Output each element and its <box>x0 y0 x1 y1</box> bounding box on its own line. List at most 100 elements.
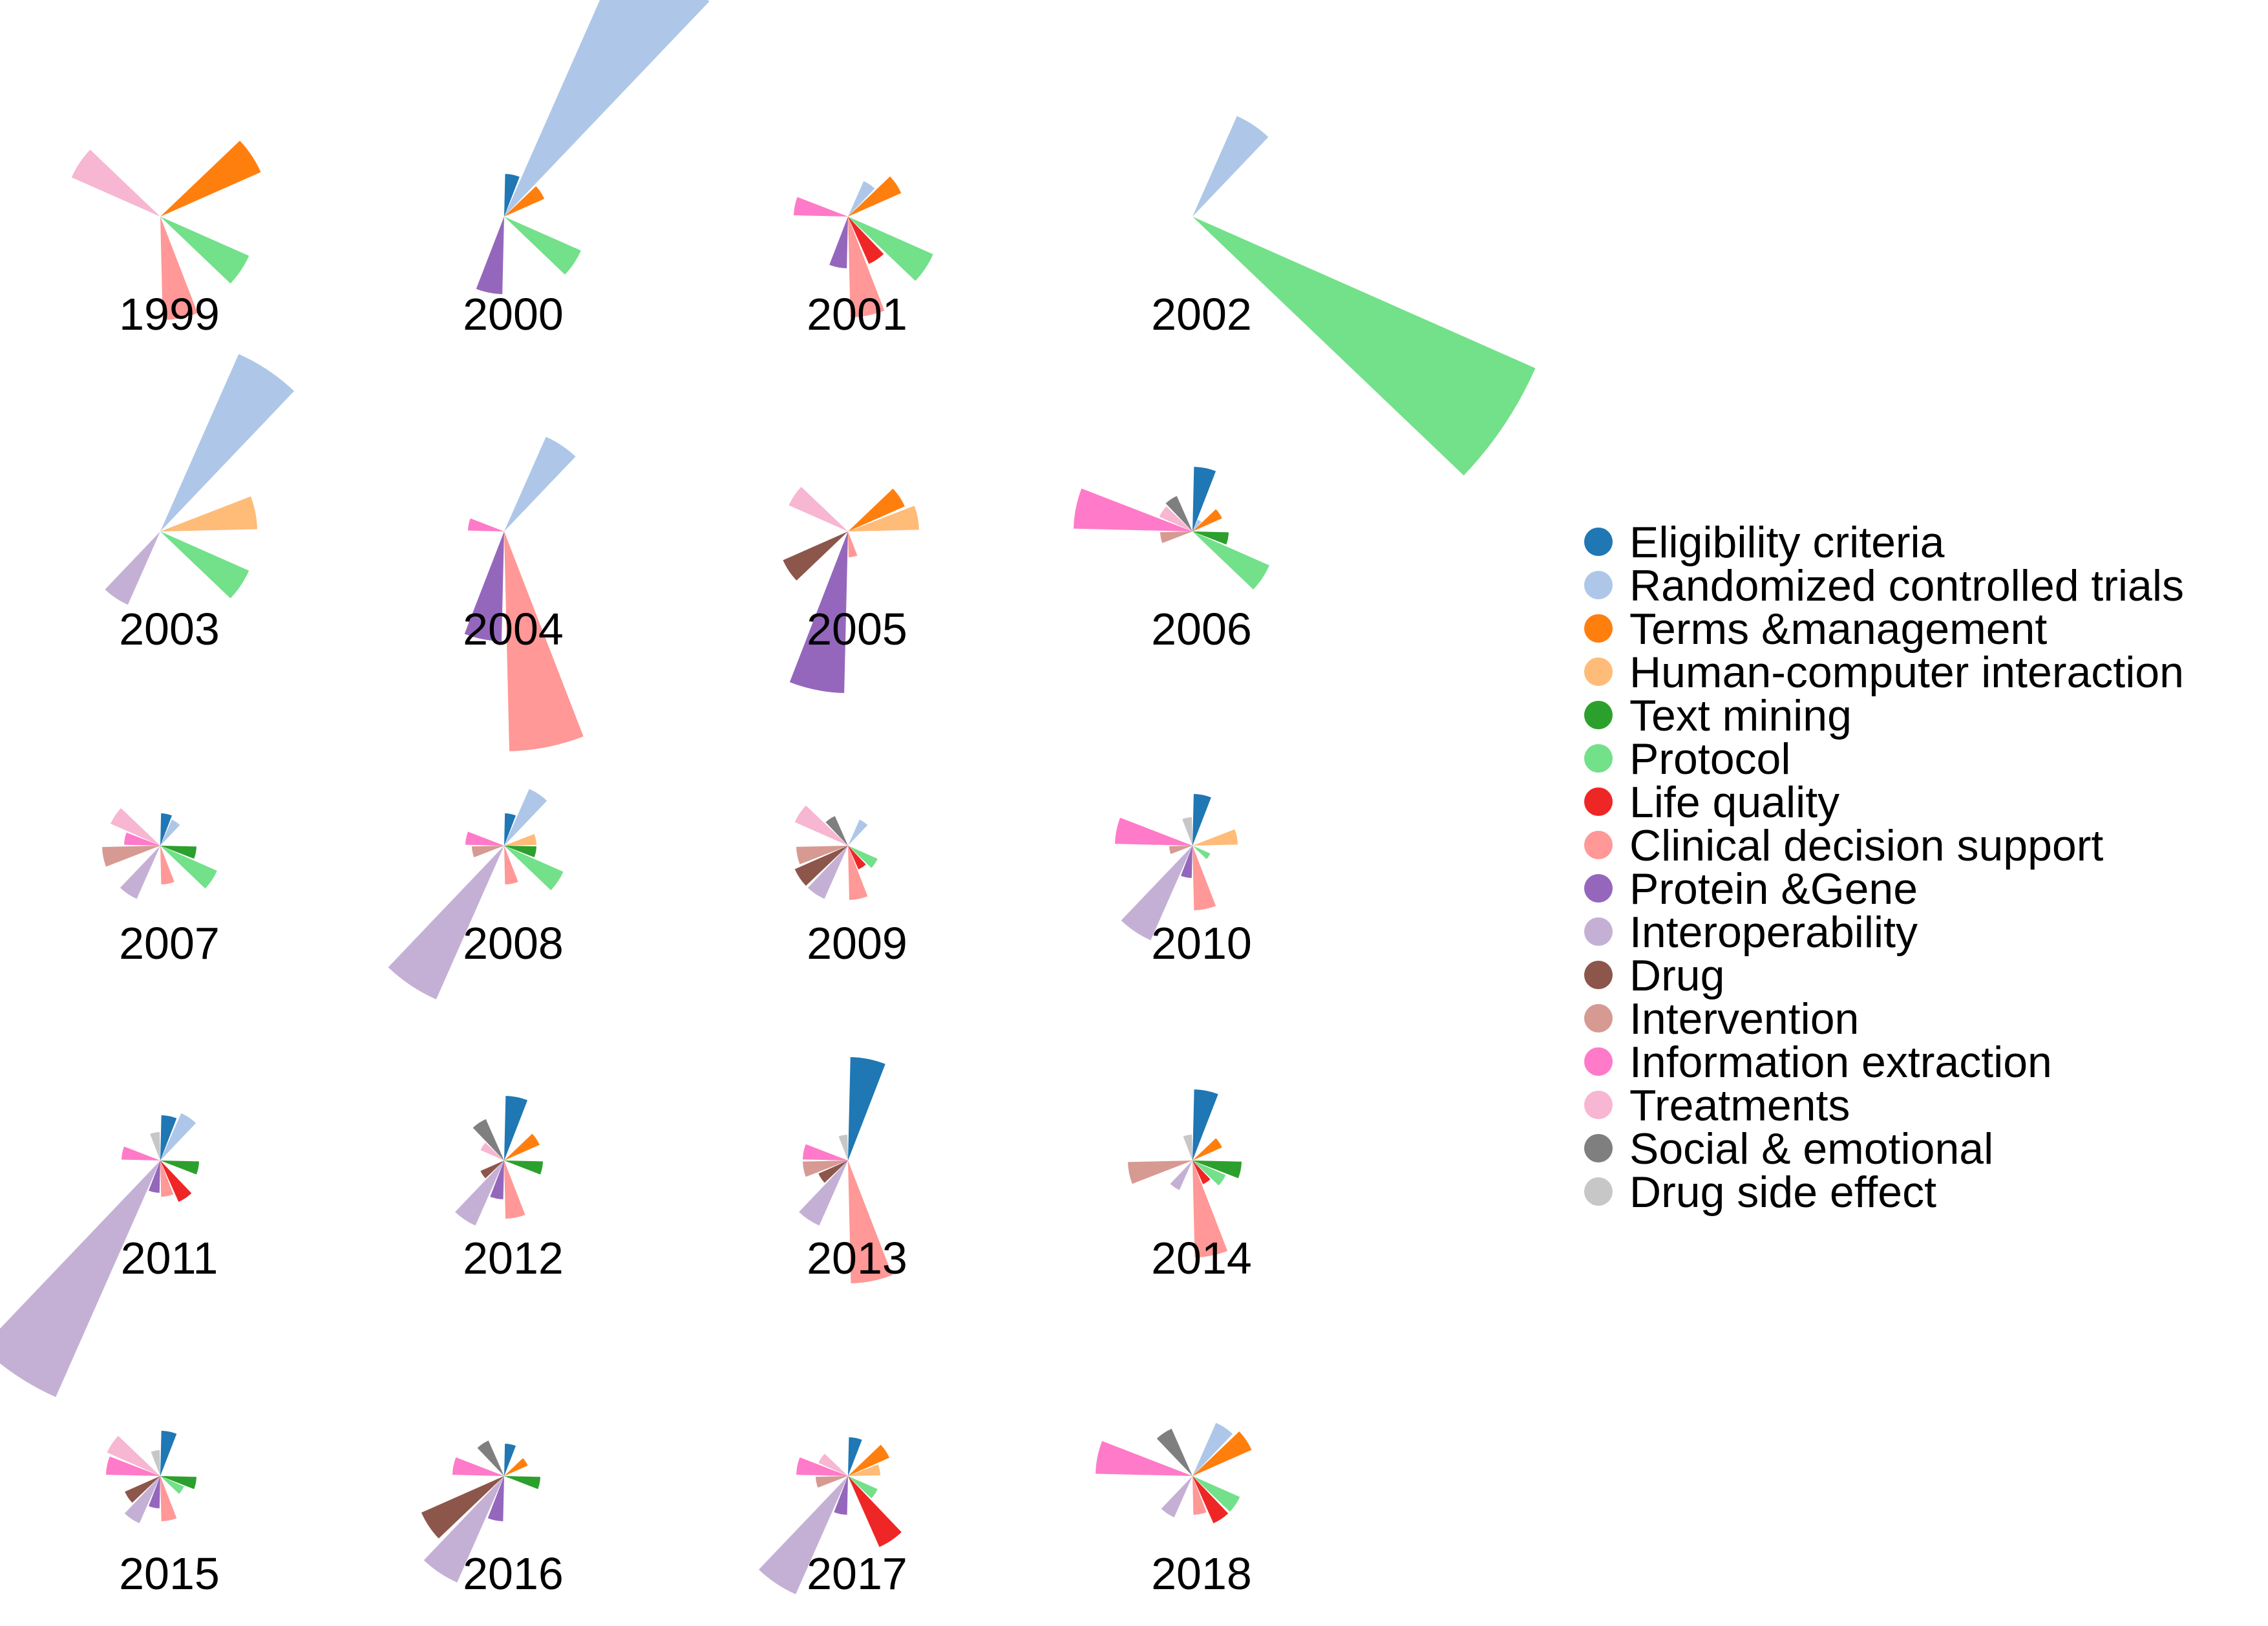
petal-2012-text-mining <box>504 1161 543 1175</box>
legend-label-drug: Drug <box>1629 951 1724 1000</box>
year-label-2011: 2011 <box>121 1233 218 1283</box>
rose-2011: 2011 <box>0 1113 218 1397</box>
petal-2003-interoperability <box>105 531 160 605</box>
petal-2015-text-mining <box>160 1476 196 1490</box>
petal-2010-human-computer-interaction <box>1192 829 1238 846</box>
petal-2001-clinical-decision-support <box>848 217 885 317</box>
petal-2013-eligibility-criteria <box>848 1057 885 1161</box>
petal-2005-clinical-decision-support <box>848 531 858 557</box>
legend-swatch-life-quality <box>1584 787 1613 816</box>
petal-2018-protocol <box>1192 1476 1240 1512</box>
year-label-1999: 1999 <box>119 289 220 339</box>
legend-swatch-drug <box>1584 961 1613 989</box>
rose-2003: 2003 <box>105 354 295 654</box>
petal-2010-drug-side-effect <box>1182 817 1192 846</box>
legend-item-human-computer-interaction: Human-computer interaction <box>1584 648 2184 697</box>
legend-swatch-terms-management <box>1584 614 1613 643</box>
legend-label-randomized-controlled-trials: Randomized controlled trials <box>1629 561 2184 610</box>
petal-2014-text-mining <box>1192 1161 1242 1179</box>
petal-2014-protocol <box>1192 1161 1226 1186</box>
petal-2014-terms-management <box>1192 1138 1222 1161</box>
legend-item-eligibility-criteria: Eligibility criteria <box>1584 518 1945 567</box>
legend-label-clinical-decision-support: Clinical decision support <box>1629 821 2103 870</box>
legend-label-treatments: Treatments <box>1629 1081 1850 1130</box>
petal-2017-human-computer-interaction <box>848 1464 880 1476</box>
year-label-2001: 2001 <box>807 289 907 339</box>
legend-item-text-mining: Text mining <box>1584 691 1852 740</box>
legend-item-information-extraction: Information extraction <box>1584 1038 2052 1087</box>
petal-2008-interoperability <box>388 846 504 1000</box>
petal-2006-text-mining <box>1192 531 1229 545</box>
petal-2009-protocol <box>848 846 878 868</box>
legend-label-protein-gene: Protein &Gene <box>1629 864 1918 914</box>
petal-2000-protein-gene <box>476 217 504 294</box>
petal-2017-life-quality <box>848 1476 902 1547</box>
rose-2008: 2008 <box>388 789 564 1000</box>
legend-label-life-quality: Life quality <box>1629 778 1839 827</box>
legend-label-information-extraction: Information extraction <box>1629 1038 2052 1087</box>
legend-swatch-human-computer-interaction <box>1584 658 1613 686</box>
legend-item-protocol: Protocol <box>1584 734 1790 784</box>
legend-item-clinical-decision-support: Clinical decision support <box>1584 821 2103 870</box>
legend-label-terms-management: Terms &management <box>1629 604 2047 654</box>
year-label-2004: 2004 <box>463 604 564 654</box>
petal-2014-intervention <box>1128 1161 1192 1184</box>
petal-2015-clinical-decision-support <box>160 1476 177 1521</box>
year-label-2006: 2006 <box>1151 604 1252 654</box>
petal-2000-randomized-controlled-trials <box>504 0 710 217</box>
year-label-2007: 2007 <box>119 918 220 968</box>
rose-2017: 2017 <box>758 1437 907 1599</box>
petal-2017-eligibility-criteria <box>848 1437 862 1476</box>
petal-2016-protein-gene <box>487 1476 504 1521</box>
petal-2001-information-extraction <box>794 197 848 217</box>
petal-2006-protocol <box>1192 531 1269 590</box>
legend-label-interoperability: Interoperability <box>1629 908 1918 957</box>
petal-2016-social-emotional <box>477 1440 504 1476</box>
petal-2009-intervention <box>796 846 848 864</box>
petal-2017-terms-management <box>848 1444 890 1476</box>
petal-2013-intervention <box>803 1161 848 1177</box>
petal-2007-text-mining <box>160 846 196 859</box>
petal-2013-clinical-decision-support <box>848 1161 893 1283</box>
petal-2008-clinical-decision-support <box>504 846 518 884</box>
rose-2001: 2001 <box>794 176 933 339</box>
petal-2007-treatments <box>111 808 160 846</box>
petal-2007-intervention <box>102 846 160 867</box>
petal-2006-information-extraction <box>1074 488 1192 531</box>
petal-2000-terms-management <box>504 186 545 217</box>
legend-swatch-intervention <box>1584 1004 1613 1032</box>
petal-2014-clinical-decision-support <box>1192 1161 1228 1257</box>
petal-2016-terms-management <box>504 1458 528 1476</box>
petal-2014-drug-side-effect <box>1183 1135 1192 1161</box>
petal-2001-terms-management <box>848 176 902 217</box>
petal-2010-intervention <box>1169 846 1192 854</box>
petal-2015-drug <box>125 1476 160 1503</box>
petal-2017-information-extraction <box>796 1457 848 1476</box>
petal-2009-interoperability <box>807 846 848 899</box>
petal-2009-life-quality <box>848 846 866 870</box>
rose-2007: 2007 <box>102 808 220 968</box>
legend-label-text-mining: Text mining <box>1629 691 1852 740</box>
petal-2011-interoperability <box>0 1161 160 1397</box>
rose-2013: 2013 <box>799 1057 907 1283</box>
petal-2017-protein-gene <box>834 1476 848 1515</box>
petal-2015-information-extraction <box>106 1456 160 1476</box>
petal-2000-protocol <box>504 217 581 275</box>
legend-item-protein-gene: Protein &Gene <box>1584 864 1918 914</box>
petal-2017-intervention <box>816 1476 848 1488</box>
petal-2006-randomized-controlled-trials <box>1192 519 1202 531</box>
petal-2009-randomized-controlled-trials <box>848 819 868 846</box>
legend-swatch-drug-side-effect <box>1584 1177 1613 1206</box>
petal-2001-protein-gene <box>829 217 848 268</box>
petal-2011-eligibility-criteria <box>160 1115 177 1161</box>
petal-2014-eligibility-criteria <box>1192 1089 1218 1161</box>
legend-item-interoperability: Interoperability <box>1584 908 1918 957</box>
rose-2014: 2014 <box>1128 1089 1252 1283</box>
legend-item-social-emotional: Social & emotional <box>1584 1124 1993 1173</box>
legend-swatch-protocol <box>1584 744 1613 773</box>
petal-2018-information-extraction <box>1096 1440 1192 1476</box>
legend-swatch-social-emotional <box>1584 1134 1613 1162</box>
petal-2007-interoperability <box>120 846 160 899</box>
